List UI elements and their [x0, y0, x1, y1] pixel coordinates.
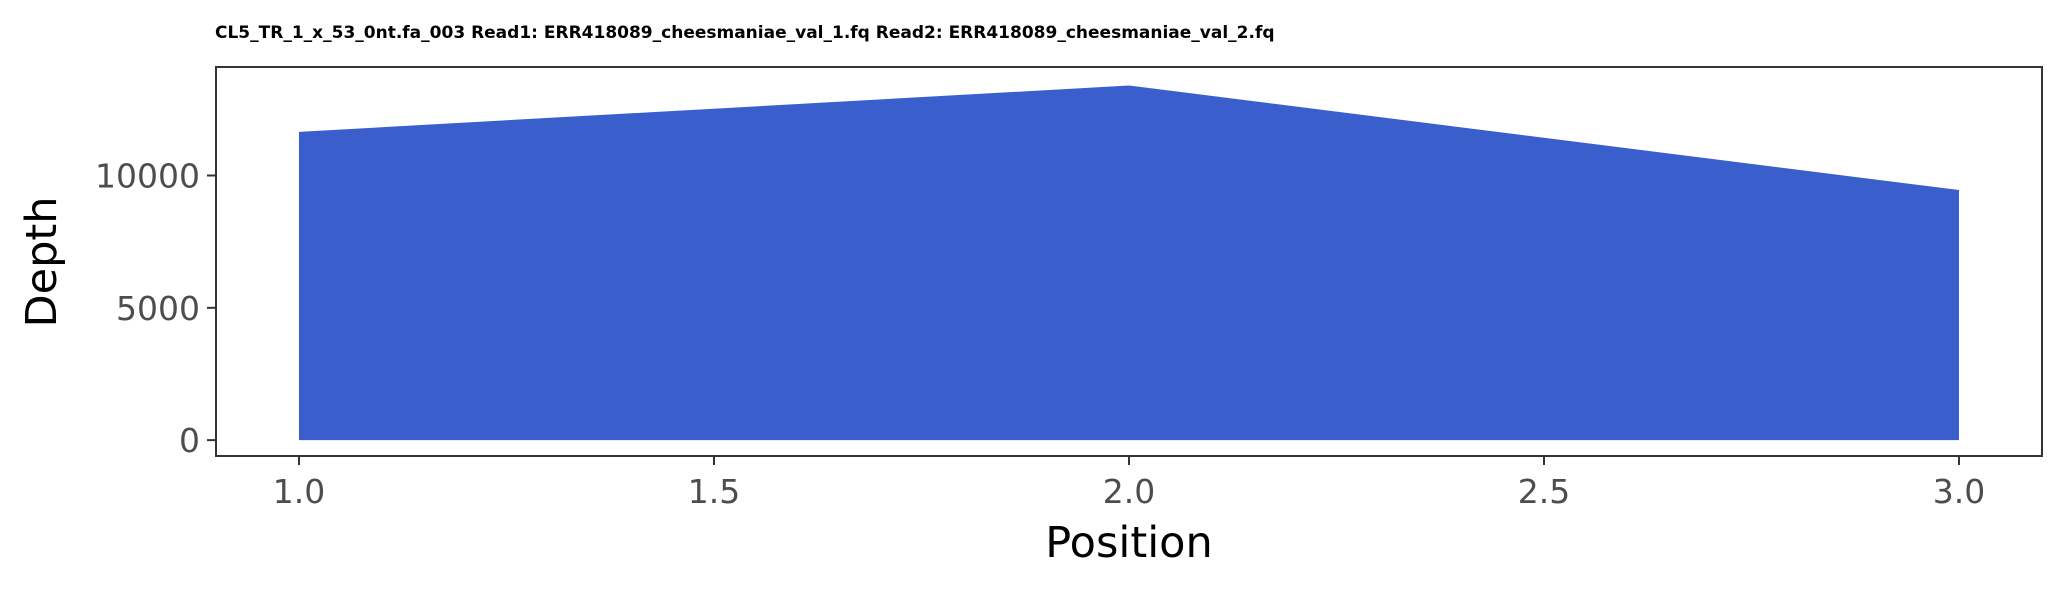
depth-area	[299, 85, 1959, 441]
plot-area	[299, 85, 1959, 441]
y-tick-label: 10000	[95, 156, 200, 195]
chart-title: CL5_TR_1_x_53_0nt.fa_003 Read1: ERR41808…	[215, 23, 1275, 43]
x-axis-title: Position	[1045, 518, 1212, 568]
y-tick-label: 0	[179, 421, 200, 460]
x-tick-label: 2.5	[1518, 472, 1570, 511]
x-tick-label: 3.0	[1933, 472, 1985, 511]
y-axis-title: Depth	[17, 197, 67, 328]
x-tick-label: 1.5	[688, 472, 740, 511]
x-tick-label: 1.0	[273, 472, 325, 511]
x-tick-label: 2.0	[1103, 472, 1155, 511]
y-axis: 0 5000 10000	[95, 156, 216, 460]
y-tick-label: 5000	[116, 289, 200, 328]
x-axis: 1.0 1.5 2.0 2.5 3.0	[273, 456, 1985, 511]
